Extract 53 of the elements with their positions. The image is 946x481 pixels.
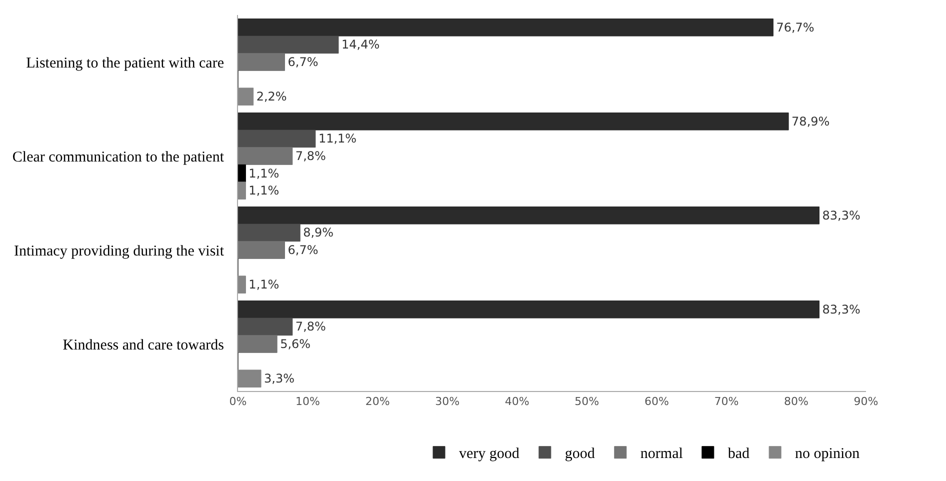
data-label: 3,3%: [264, 372, 295, 386]
data-label: 1,1%: [248, 166, 280, 180]
data-label: 78,9%: [792, 114, 830, 128]
bar: [238, 182, 246, 200]
data-label: 7,8%: [295, 149, 326, 163]
bar: [238, 164, 246, 182]
data-label: 7,8%: [295, 320, 326, 334]
data-label: 6,7%: [288, 243, 318, 257]
x-tick-label: 50%: [574, 395, 600, 408]
data-label: 1,1%: [248, 184, 280, 198]
y-tick-label: Intimacy providing during the visit: [14, 243, 225, 260]
x-tick-label: 20%: [365, 395, 390, 408]
bar: [238, 88, 254, 106]
data-label: 83,3%: [822, 302, 860, 316]
legend-label: good: [564, 446, 596, 462]
x-tick-label: 10%: [296, 395, 320, 408]
legend-label: no opinion: [795, 446, 860, 462]
bar: [238, 370, 262, 388]
bar: [238, 276, 246, 294]
bar: [238, 130, 316, 148]
data-label: 2,2%: [256, 90, 287, 104]
bar: [238, 18, 774, 36]
x-tick-label: 80%: [784, 395, 808, 408]
legend-label: bad: [728, 446, 750, 462]
data-label: 11,1%: [318, 132, 357, 146]
x-tick-label: 0%: [229, 395, 247, 408]
data-label: 6,7%: [288, 55, 318, 69]
x-tick-label: 40%: [504, 395, 530, 408]
bar: [238, 206, 820, 224]
data-label: 14,4%: [341, 38, 380, 52]
bar: [238, 53, 285, 71]
x-tick-label: 60%: [644, 395, 669, 408]
bar: [238, 112, 789, 130]
legend-label: normal: [640, 446, 683, 462]
legend-label: very good: [459, 446, 520, 462]
bar: [238, 36, 339, 54]
data-label: 8,9%: [303, 226, 334, 240]
bar: [238, 241, 285, 259]
data-label: 83,3%: [822, 208, 860, 222]
x-tick-label: 90%: [854, 395, 878, 408]
data-label: 76,7%: [776, 20, 814, 34]
x-tick-label: 30%: [435, 395, 460, 408]
x-tick-label: 70%: [714, 395, 739, 408]
data-label: 1,1%: [248, 278, 280, 292]
bar: [238, 318, 293, 336]
data-label: 5,6%: [280, 337, 311, 351]
bar: [238, 335, 278, 353]
y-tick-label: Kindness and care towards: [62, 337, 224, 354]
y-tick-label: Listening to the patient with care: [26, 55, 224, 72]
bar: [238, 300, 820, 318]
y-tick-label: Clear communication to the patient: [12, 149, 225, 166]
bar: [238, 147, 293, 165]
bar: [238, 224, 300, 242]
